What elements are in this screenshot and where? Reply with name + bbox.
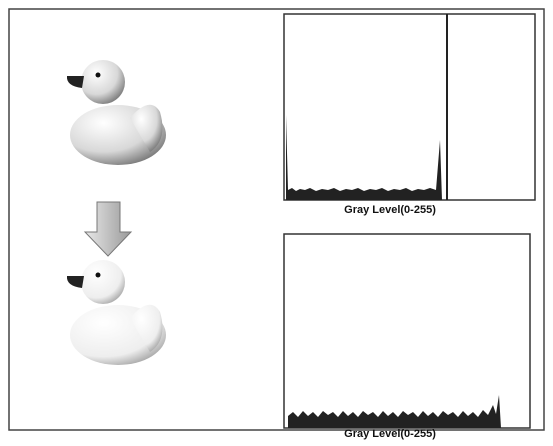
arrow [85, 202, 131, 256]
duck-equalized [67, 260, 166, 365]
page: Gray Level(0-255) Gray Level(0-255) (() … [0, 0, 553, 441]
histogram-original: Gray Level(0-255) [284, 14, 535, 216]
duck-original [67, 60, 166, 165]
histogram-equalized: Gray Level(0-255) [284, 234, 530, 440]
x-axis-label: Gray Level(0-255) [344, 204, 436, 216]
x-axis-label: Gray Level(0-255) [344, 428, 436, 440]
figure: Gray Level(0-255) Gray Level(0-255) [0, 0, 553, 441]
